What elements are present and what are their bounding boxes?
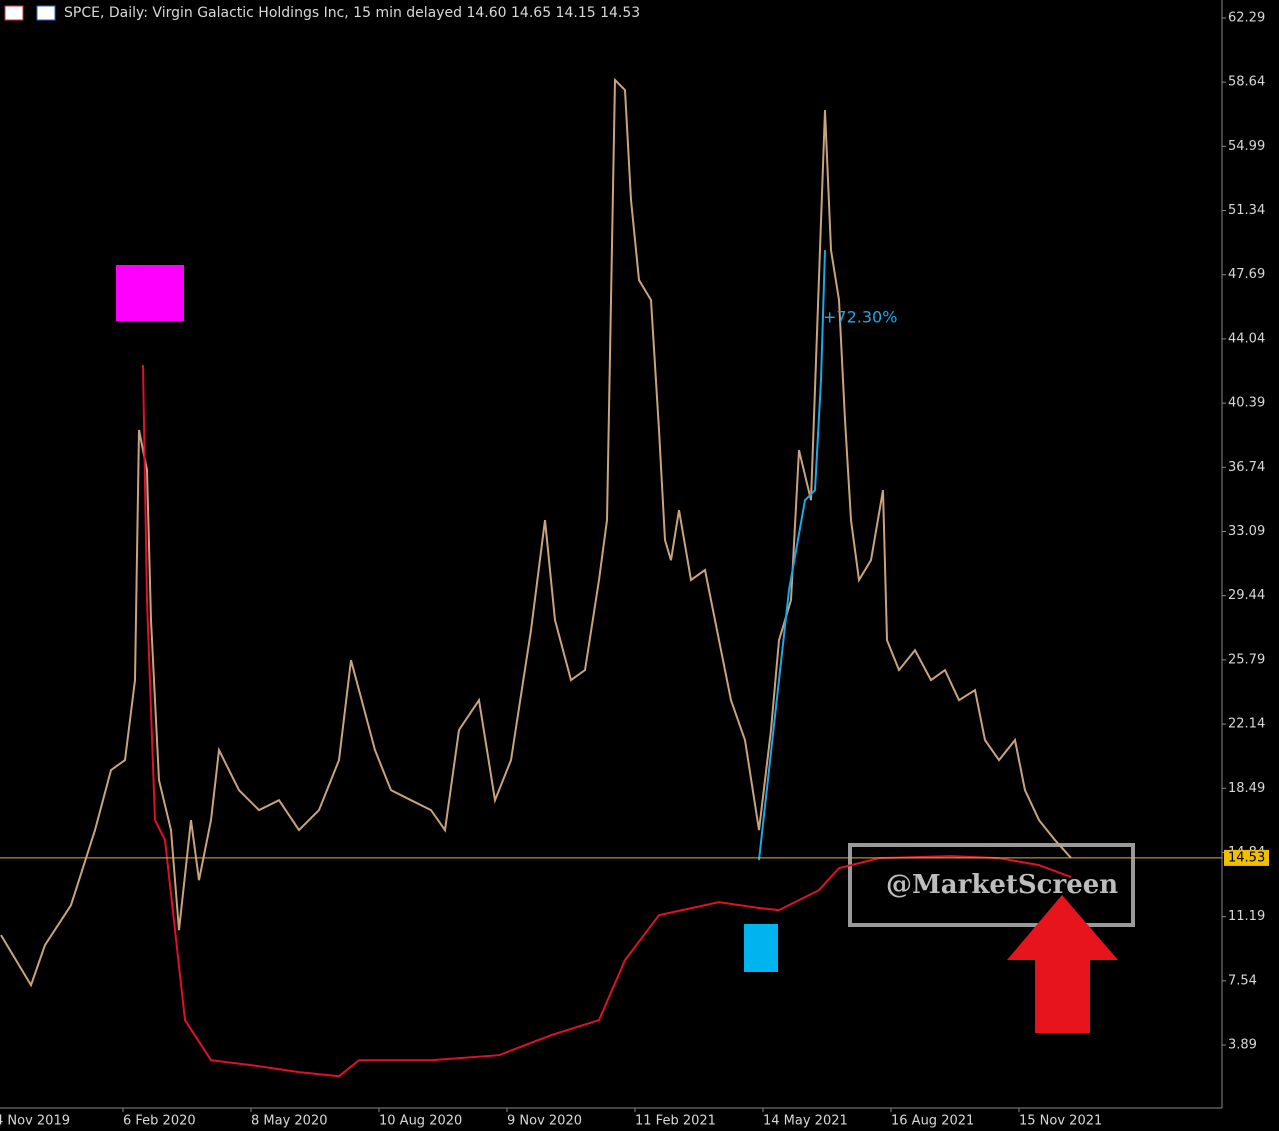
y-tick-label: 29.44 bbox=[1228, 588, 1265, 603]
y-tick-label: 54.99 bbox=[1228, 139, 1265, 154]
chart-title: SPCE, Daily: Virgin Galactic Holdings In… bbox=[64, 5, 640, 21]
series-line bbox=[0, 77, 1072, 988]
y-tick-label: 36.74 bbox=[1228, 460, 1265, 475]
y-tick-label: 40.39 bbox=[1228, 396, 1265, 411]
series-line bbox=[142, 365, 1072, 1078]
y-tick-label: 11.19 bbox=[1228, 909, 1265, 924]
x-tick-label: 14 May 2021 bbox=[763, 1114, 848, 1129]
y-tick-label: 47.69 bbox=[1228, 267, 1265, 282]
x-tick-label: 10 Aug 2020 bbox=[379, 1114, 462, 1129]
y-tick-label: 51.34 bbox=[1228, 203, 1265, 218]
y-tick-label: 3.89 bbox=[1228, 1038, 1257, 1053]
y-tick-label: 7.54 bbox=[1228, 973, 1257, 988]
y-tick-label: 33.09 bbox=[1228, 524, 1265, 539]
plot-area bbox=[0, 77, 1072, 1078]
last-price-label: 14.53 bbox=[1228, 850, 1265, 865]
x-tick-label: 15 Nov 2021 bbox=[1019, 1114, 1102, 1129]
x-tick-label: 16 Aug 2021 bbox=[891, 1114, 974, 1129]
chart-icon[interactable] bbox=[36, 5, 56, 21]
x-tick-label: 8 May 2020 bbox=[251, 1114, 328, 1129]
x-tick-label: 4 Nov 2019 bbox=[0, 1114, 70, 1129]
annotation: +72.30% bbox=[823, 308, 897, 327]
y-tick-label: 25.79 bbox=[1228, 652, 1265, 667]
y-tick-label: 18.49 bbox=[1228, 781, 1265, 796]
marker-box bbox=[116, 265, 184, 321]
watermark-frame bbox=[848, 843, 1135, 927]
series-line bbox=[758, 250, 826, 861]
x-tick-label: 11 Feb 2021 bbox=[635, 1114, 716, 1129]
arrow bbox=[1007, 895, 1118, 1033]
x-tick-label: 6 Feb 2020 bbox=[123, 1114, 196, 1129]
y-tick-label: 58.64 bbox=[1228, 75, 1265, 90]
watermark: @MarketScreen bbox=[886, 870, 1118, 900]
y-tick-label: 22.14 bbox=[1228, 717, 1265, 732]
y-tick-label: 44.04 bbox=[1228, 331, 1265, 346]
menu-icon[interactable] bbox=[4, 5, 24, 21]
y-tick-label: 62.29 bbox=[1228, 10, 1265, 25]
x-tick-label: 9 Nov 2020 bbox=[507, 1114, 582, 1129]
last-price-box bbox=[1224, 849, 1269, 866]
marker-box bbox=[744, 924, 778, 972]
